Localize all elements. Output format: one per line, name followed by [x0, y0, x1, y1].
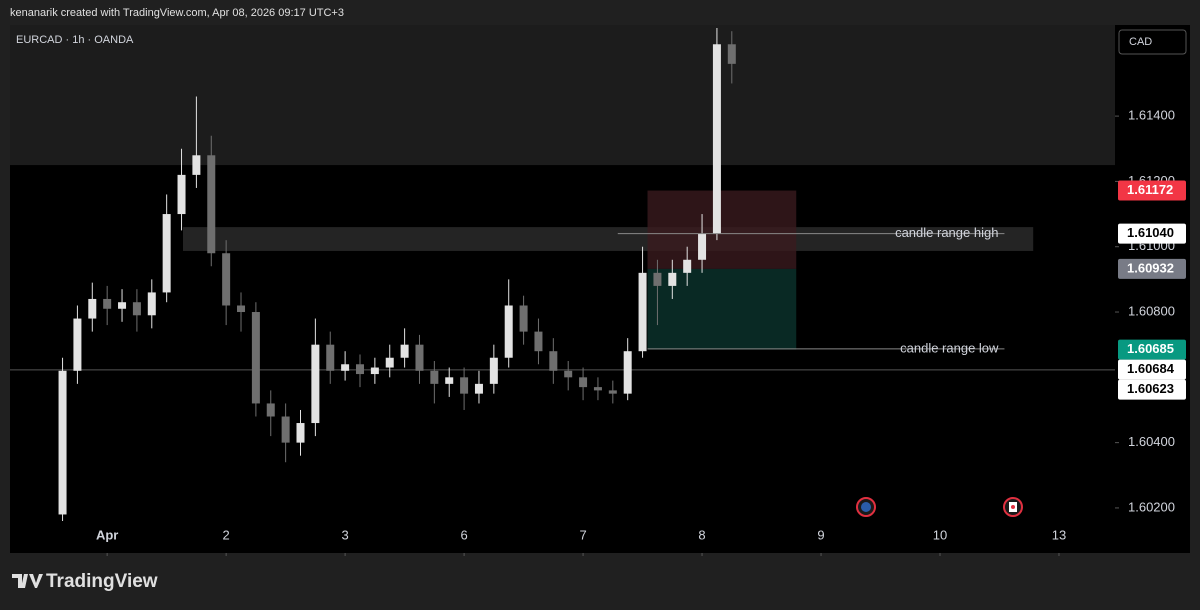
candle-body: [593, 387, 602, 391]
candle-body: [118, 302, 127, 309]
candle-body: [385, 357, 394, 368]
shaded-zone: [10, 25, 1115, 166]
x-tick-label: 8: [698, 527, 705, 542]
candle-body: [549, 351, 558, 371]
candle-body: [400, 344, 409, 358]
candle-body: [58, 370, 67, 515]
candle-body: [534, 331, 543, 352]
candle-body: [237, 305, 246, 313]
price-label: 1.60623: [1127, 381, 1174, 396]
candle-body: [192, 155, 201, 175]
x-tick-label: 7: [579, 527, 586, 542]
candle-body: [103, 298, 112, 309]
price-axis: [1115, 25, 1190, 553]
candle-body: [608, 390, 617, 394]
candle-body: [698, 233, 707, 260]
price-label-box: [1118, 379, 1186, 400]
y-tick-label: 1.60400: [1128, 434, 1175, 449]
x-tick-label: 3: [342, 527, 349, 542]
logo[interactable]: [12, 574, 43, 588]
event-icon[interactable]: [1003, 497, 1023, 517]
currency-button[interactable]: [1118, 29, 1187, 55]
annotation-label: candle range high: [895, 225, 998, 240]
candle-body: [326, 344, 335, 371]
candle-body: [162, 214, 171, 293]
candle-body: [355, 364, 364, 375]
candle-body: [489, 357, 498, 384]
candle-body: [73, 318, 82, 371]
price-label: 1.60684: [1127, 361, 1175, 376]
price-label-box: [1118, 180, 1186, 201]
symbol-title: EURCAD · 1h · OANDA: [16, 34, 134, 46]
candle-body: [445, 377, 454, 384]
x-tick-label: 9: [817, 527, 824, 542]
x-tick-label: Apr: [96, 527, 118, 542]
candle-body: [251, 312, 260, 404]
candle-body: [460, 377, 469, 394]
y-tick-label: 1.60800: [1128, 303, 1175, 318]
candle-body: [147, 292, 156, 316]
candle-body: [415, 344, 424, 371]
candle-body: [727, 44, 736, 64]
candle-body: [474, 383, 483, 394]
stop-zone: [647, 190, 797, 269]
price-label-box: [1118, 223, 1186, 244]
x-tick-label: 6: [460, 527, 467, 542]
price-label-box: [1118, 339, 1186, 360]
price-label: 1.61172: [1127, 182, 1173, 197]
annotation-label: candle range low: [900, 340, 999, 355]
candle-body: [296, 423, 305, 443]
x-tick-label: 2: [223, 527, 230, 542]
candle-body: [370, 367, 379, 375]
header: kenanarik created with TradingView.com, …: [10, 7, 344, 19]
range-band: [183, 227, 1034, 251]
x-tick-label: 10: [933, 527, 947, 542]
candle-body: [564, 370, 573, 378]
y-tick-label: 1.61400: [1128, 108, 1175, 123]
candle-body: [712, 44, 721, 234]
candle-body: [653, 272, 662, 286]
candle-body: [222, 253, 231, 306]
candle-body: [132, 302, 141, 316]
event-icon[interactable]: [856, 497, 876, 517]
candle-body: [88, 298, 97, 319]
candle-body: [341, 364, 350, 371]
price-label: 1.60685: [1127, 341, 1174, 356]
candle-body: [668, 272, 677, 286]
candle-body: [579, 377, 588, 388]
candle-body: [638, 272, 647, 352]
plot: candle range high candle range low: [10, 25, 1115, 521]
candle-body: [207, 155, 216, 254]
price-label: 1.61040: [1127, 225, 1174, 240]
candle-body: [623, 351, 632, 394]
candle-body: [311, 344, 320, 424]
price-label: 1.60932: [1127, 260, 1174, 275]
price-label-box: [1118, 359, 1186, 380]
candle-body: [519, 305, 528, 332]
price-label-box: [1118, 258, 1186, 279]
candle-body: [430, 370, 439, 384]
candle-body: [504, 305, 513, 358]
currency[interactable]: CAD: [1129, 36, 1152, 48]
y-tick-label: 1.60200: [1128, 499, 1175, 514]
candle-body: [266, 403, 275, 417]
candle-body: [281, 416, 290, 443]
brand[interactable]: TradingView: [46, 571, 158, 592]
x-tick-label: 13: [1052, 527, 1066, 542]
candle-body: [683, 259, 692, 273]
candle-body: [177, 174, 186, 215]
